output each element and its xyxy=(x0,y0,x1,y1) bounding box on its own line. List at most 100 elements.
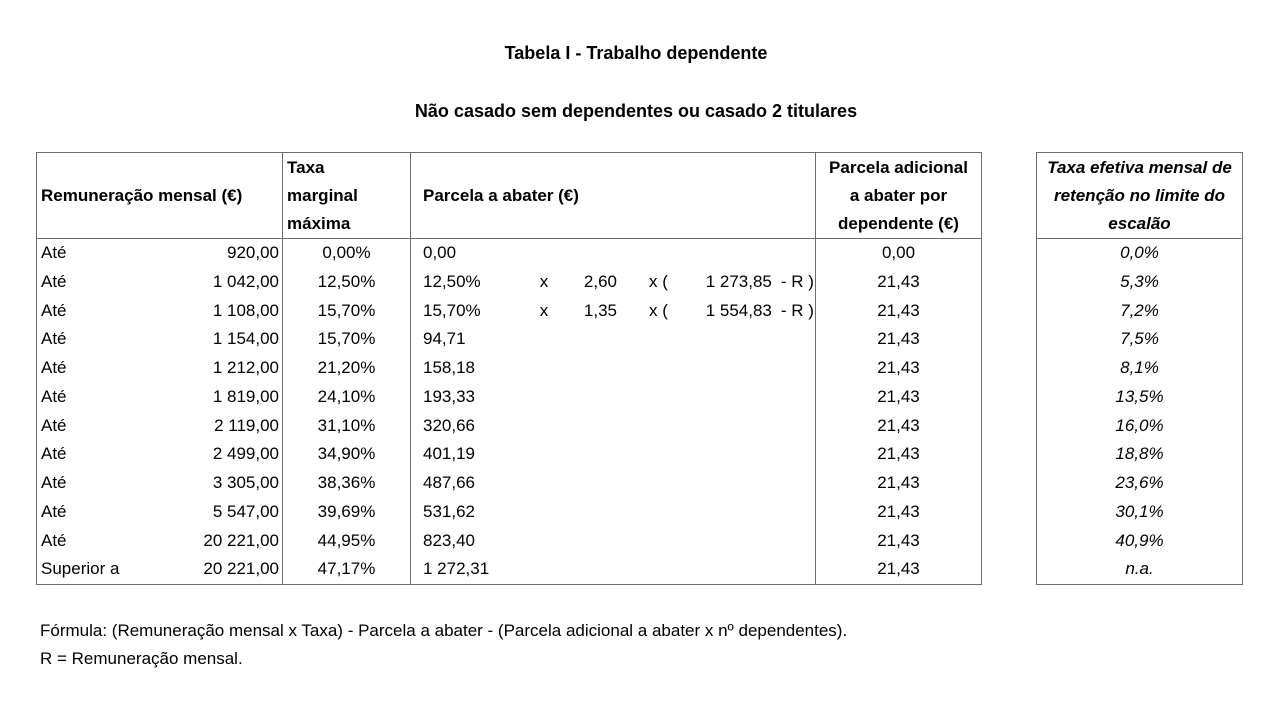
parcela-value: 15,70% xyxy=(423,300,481,320)
row-threshold-value: 20 221,00 xyxy=(203,530,279,550)
cell-remuneracao: Até 1 212,00 xyxy=(37,354,283,383)
effective-rate-value: 5,3% xyxy=(1120,271,1159,291)
cell-parcela-abater: 823,40 xyxy=(411,526,816,556)
header-taxa-marginal-label: Taxa marginal máxima xyxy=(287,157,358,233)
formula-multiplier xyxy=(565,325,617,354)
effective-rate-value: 16,0% xyxy=(1115,415,1164,435)
formula-multiplier: 2,60 xyxy=(583,271,617,291)
cell-parcela-adicional: 21,43 xyxy=(877,300,920,320)
cell-parcela-abater: 487,66 xyxy=(411,469,816,498)
table-row: Até 1 108,00 15,70% 15,70% x 1,35 x ( 1 … xyxy=(37,296,981,326)
effective-rate-value: 18,8% xyxy=(1115,444,1164,464)
formula-multiplier xyxy=(565,239,617,268)
formula-times-1 xyxy=(523,498,565,527)
parcela-value: 487,66 xyxy=(423,473,475,492)
formula-minus-r-close-paren: - R ) xyxy=(780,300,814,320)
formula-times-1: x xyxy=(539,271,549,291)
formula-times-1: x xyxy=(539,300,549,320)
header-parcela-adicional-label: Parcela adicional a abater por dependent… xyxy=(829,157,968,233)
cell-parcela-adicional: 21,43 xyxy=(877,329,920,349)
cell-taxa-marginal: 34,90% xyxy=(283,440,411,469)
cell-taxa-marginal: 0,00% xyxy=(283,239,411,268)
formula-times-1 xyxy=(523,412,565,441)
table-row: Até 1 212,00 21,20% 158,18 21,43 xyxy=(37,354,981,383)
cell-parcela-adicional: 21,43 xyxy=(877,358,920,377)
formula-amount xyxy=(649,555,753,584)
row-threshold-prefix: Até xyxy=(41,386,67,406)
cell-parcela-abater: 15,70% x 1,35 x ( 1 554,83 - R ) xyxy=(411,296,816,326)
cell-remuneracao: Até 2 499,00 xyxy=(37,440,283,469)
effective-rate-value: 13,5% xyxy=(1115,386,1164,406)
formula-multiplier xyxy=(565,527,617,556)
table-row: Até 1 042,00 12,50% 12,50% x 2,60 x ( 1 … xyxy=(37,267,981,297)
header-parcela-adicional: Parcela adicional a abater por dependent… xyxy=(816,153,981,238)
cell-parcela-abater: 1 272,31 xyxy=(411,555,816,584)
table-row: Até 1 154,00 15,70% 94,71 21,43 xyxy=(37,325,981,354)
main-table-header-row: Remuneração mensal (€) Taxa marginal máx… xyxy=(37,153,981,239)
r-definition-note: R = Remuneração mensal. xyxy=(40,649,243,668)
cell-parcela-abater: 193,33 xyxy=(411,382,816,412)
formula-minus-r-close-paren: - R ) xyxy=(780,271,814,291)
row-threshold-value: 20 221,00 xyxy=(203,559,279,579)
parcela-value: 193,33 xyxy=(423,386,475,406)
cell-parcela-abater: 401,19 xyxy=(411,440,816,469)
formula-multiplier xyxy=(565,555,617,584)
row-threshold-prefix: Até xyxy=(41,271,67,291)
header-remuneracao-mensal: Remuneração mensal (€) xyxy=(37,153,283,238)
effective-rate-value: 8,1% xyxy=(1120,358,1159,377)
cell-parcela-abater: 94,71 xyxy=(411,325,816,354)
formula-times-1 xyxy=(523,383,565,412)
row-threshold-prefix: Superior a xyxy=(41,559,120,579)
formula-note: Fórmula: (Remuneração mensal x Taxa) - P… xyxy=(40,621,848,640)
row-threshold-value: 1 212,00 xyxy=(212,358,279,377)
formula-times-1 xyxy=(523,555,565,584)
cell-remuneracao: Até 5 547,00 xyxy=(37,497,283,527)
document-subtitle: Não casado sem dependentes ou casado 2 t… xyxy=(414,101,858,121)
row-threshold-prefix: Até xyxy=(41,329,67,349)
row-threshold-value: 1 819,00 xyxy=(212,386,279,406)
effective-rate-value: 7,5% xyxy=(1120,329,1159,349)
formula-amount xyxy=(649,383,753,412)
formula-amount: 1 554,83 xyxy=(705,300,772,320)
row-threshold-prefix: Até xyxy=(41,300,67,320)
formula-times-1 xyxy=(523,239,565,268)
row-threshold-prefix: Até xyxy=(41,358,67,377)
cell-parcela-adicional: 21,43 xyxy=(877,559,920,579)
table-row: Até 920,00 0,00% 0,00 0,00 xyxy=(37,239,981,268)
cell-parcela-adicional: 21,43 xyxy=(877,444,920,464)
document-title: Tabela I - Trabalho dependente xyxy=(504,43,768,63)
main-table-body: Até 920,00 0,00% 0,00 0,00 xyxy=(37,239,981,584)
cell-parcela-abater: 158,18 xyxy=(411,354,816,383)
formula-multiplier xyxy=(565,412,617,441)
row-threshold-prefix: Até xyxy=(41,473,67,492)
cell-parcela-adicional: 0,00 xyxy=(881,243,916,262)
formula-amount xyxy=(649,440,753,469)
cell-parcela-adicional: 21,43 xyxy=(877,473,920,492)
cell-parcela-adicional: 21,43 xyxy=(877,415,920,435)
row-threshold-value: 3 305,00 xyxy=(212,473,279,492)
formula-multiplier xyxy=(565,469,617,498)
effective-rate-value: n.a. xyxy=(1125,559,1154,579)
table-row: Até 5 547,00 39,69% 531,62 21,43 xyxy=(37,497,981,527)
formula-multiplier xyxy=(565,354,617,383)
formula-times-1 xyxy=(523,469,565,498)
cell-parcela-adicional: 21,43 xyxy=(877,501,920,521)
cell-remuneracao: Até 920,00 xyxy=(37,239,283,268)
formula-multiplier xyxy=(565,383,617,412)
formula-amount xyxy=(649,498,753,527)
cell-parcela-adicional: 21,43 xyxy=(877,271,920,291)
formula-times-1 xyxy=(523,527,565,556)
row-threshold-value: 2 119,00 xyxy=(214,415,279,435)
table-row: Até 1 819,00 24,10% 193,33 21,43 xyxy=(37,382,981,412)
formula-amount xyxy=(649,412,753,441)
cell-remuneracao: Até 2 119,00 xyxy=(37,411,283,441)
parcela-value: 12,50% xyxy=(423,271,481,291)
row-threshold-value: 1 042,00 xyxy=(212,271,279,291)
parcela-value: 1 272,31 xyxy=(423,559,490,579)
formula-amount xyxy=(649,354,753,383)
cell-taxa-marginal: 47,17% xyxy=(283,555,411,584)
formula-times-1 xyxy=(523,354,565,383)
formula-amount xyxy=(649,325,753,354)
table-row: Até 3 305,00 38,36% 487,66 21,43 xyxy=(37,469,981,498)
